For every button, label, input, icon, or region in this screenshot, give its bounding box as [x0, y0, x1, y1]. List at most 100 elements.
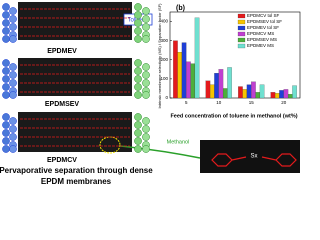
toluene-molecule	[2, 11, 10, 19]
toluene-molecule	[9, 117, 17, 125]
bar	[190, 63, 196, 99]
methanol-molecule	[142, 35, 150, 43]
bar	[270, 92, 276, 99]
bar	[274, 93, 280, 99]
bar	[283, 89, 289, 99]
methanol-molecule	[134, 19, 142, 27]
methanol-molecule	[134, 11, 142, 19]
toluene-molecule	[9, 63, 17, 71]
methanol-molecule	[142, 79, 150, 87]
toluene-molecule	[2, 67, 10, 75]
graphical-abstract: EPDMEV EPDMSEV EPDMCV Toluene Methanol S…	[0, 2, 301, 186]
toluene-molecule	[9, 133, 17, 141]
bar	[186, 61, 191, 99]
x-axis-label: Feed concentration of toluene in methano…	[170, 113, 297, 119]
bar	[292, 85, 297, 99]
legend-label: EPDMEV MS	[247, 43, 274, 48]
x-tick-label: 10	[216, 100, 222, 105]
molecule-box	[200, 140, 300, 173]
bar	[214, 73, 219, 99]
bar	[255, 92, 261, 99]
bar	[246, 84, 252, 99]
methanol-molecule	[134, 3, 142, 11]
caption: EPDM membranes	[41, 177, 112, 186]
x-tick-label: 20	[281, 100, 287, 105]
toluene-molecule	[2, 27, 10, 35]
toluene-molecule	[9, 71, 17, 79]
methanol-molecule	[134, 59, 142, 67]
bar	[209, 84, 215, 99]
arrow	[119, 145, 201, 159]
legend-label: EPDMSEV tol SF	[247, 19, 282, 24]
legend-label: EPDMCV MS	[247, 31, 274, 36]
bar	[279, 90, 284, 99]
legend-swatch	[237, 43, 246, 49]
bar	[251, 81, 256, 99]
caption: Pervaporative separation through dense	[0, 166, 153, 175]
toluene-molecule	[2, 75, 10, 83]
y-tick-label: 200	[160, 57, 168, 62]
bar	[238, 86, 243, 99]
bar	[194, 17, 200, 99]
methanol-molecule	[134, 113, 142, 121]
x-tick-label: 15	[249, 100, 255, 105]
toluene-molecule	[2, 19, 10, 27]
y-tick-label: 400	[160, 19, 168, 24]
methanol-molecule	[134, 129, 142, 137]
bar	[181, 42, 187, 99]
toluene-molecule	[2, 83, 10, 91]
methanol-molecule	[134, 75, 142, 83]
bar	[177, 52, 183, 99]
methanol-molecule	[142, 23, 150, 31]
methanol-molecule	[134, 67, 142, 75]
toluene-molecule	[9, 145, 17, 153]
methanol-molecule	[142, 91, 150, 99]
toluene-molecule	[9, 79, 17, 87]
methanol-molecule	[142, 125, 150, 133]
membrane-label: EPDMEV	[47, 48, 77, 55]
methanol-molecule	[142, 63, 150, 71]
bar	[222, 88, 228, 99]
bar	[218, 69, 224, 99]
toluene-molecule	[9, 7, 17, 15]
toluene-molecule	[2, 113, 10, 121]
methanol-molecule	[142, 117, 150, 125]
toluene-molecule	[9, 23, 17, 31]
panel-label: (b)	[176, 5, 185, 12]
membrane	[18, 2, 132, 40]
legend-swatch	[237, 25, 246, 31]
toluene-molecule	[9, 125, 17, 133]
methanol-molecule	[142, 133, 150, 141]
plot-frame	[169, 11, 301, 99]
toluene-molecule	[2, 145, 10, 153]
methanol-molecule	[134, 35, 142, 43]
methanol-molecule	[134, 137, 142, 145]
toluene-molecule	[2, 121, 10, 129]
methanol-molecule	[142, 7, 150, 15]
diagram: EPDMEV EPDMSEV EPDMCV Toluene Methanol S…	[0, 2, 300, 186]
crosslink-label: Sx	[250, 154, 257, 160]
bar	[259, 84, 265, 99]
x-tick-label: 5	[185, 100, 188, 105]
legend-label: EPDMSEV MS	[247, 37, 277, 42]
methanol-molecule	[134, 91, 142, 99]
toluene-molecule	[2, 91, 10, 99]
bar	[173, 40, 178, 99]
toluene-molecule	[9, 15, 17, 23]
methanol-molecule	[142, 71, 150, 79]
legend-label: EPDMCV tol SF	[247, 13, 280, 18]
bar	[205, 80, 211, 99]
toluene-molecule	[2, 59, 10, 67]
methanol-molecule	[134, 83, 142, 91]
methanol-molecule	[134, 121, 142, 129]
legend-label: EPDMEV tol SF	[247, 25, 279, 30]
membrane-label: EPDMSEV	[45, 101, 80, 108]
membrane-label: EPDMCV	[47, 157, 77, 164]
toluene-molecule	[2, 129, 10, 137]
bar	[287, 94, 293, 99]
legend-swatch	[237, 19, 246, 25]
toluene-molecule	[9, 91, 17, 99]
toluene-molecule	[2, 3, 10, 11]
legend-swatch	[237, 31, 246, 37]
toluene-molecule	[9, 35, 17, 43]
